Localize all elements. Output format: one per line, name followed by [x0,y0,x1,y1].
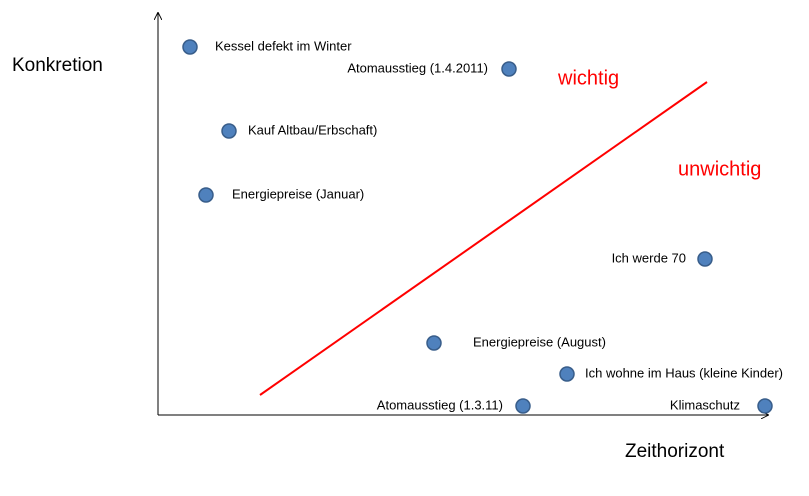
node-label: Ich werde 70 [612,250,686,265]
node-label: Energiepreise (August) [473,334,606,349]
node-label: Ich wohne im Haus (kleine Kinder) [585,365,783,380]
node-marker [757,398,773,414]
node-label: Atomausstieg (1.4.2011) [347,60,488,75]
divider-line [259,81,708,396]
node-marker [198,187,214,203]
y-axis-label: Konkretion [12,55,103,76]
nodes: Kessel defekt im Winter Atomausstieg (1.4… [182,38,783,414]
node-label: Kessel defekt im Winter [215,38,352,53]
region-label: unwichtig [678,158,761,180]
node-marker [221,123,237,139]
node-label: Energiepreise (Januar) [232,186,364,201]
node-marker [559,366,575,382]
region-label: wichtig [557,67,619,89]
x-axis-label: Zeithorizont [625,441,725,462]
node-label: Kauf Altbau/Erbschaft) [248,122,377,137]
node-marker [697,251,713,267]
node-marker [501,61,517,77]
node-label: Atomausstieg (1.3.11) [377,397,503,412]
node-label: Klimaschutz [670,397,740,412]
node-marker [182,39,198,55]
node-marker [515,398,531,414]
node-marker [426,335,442,351]
